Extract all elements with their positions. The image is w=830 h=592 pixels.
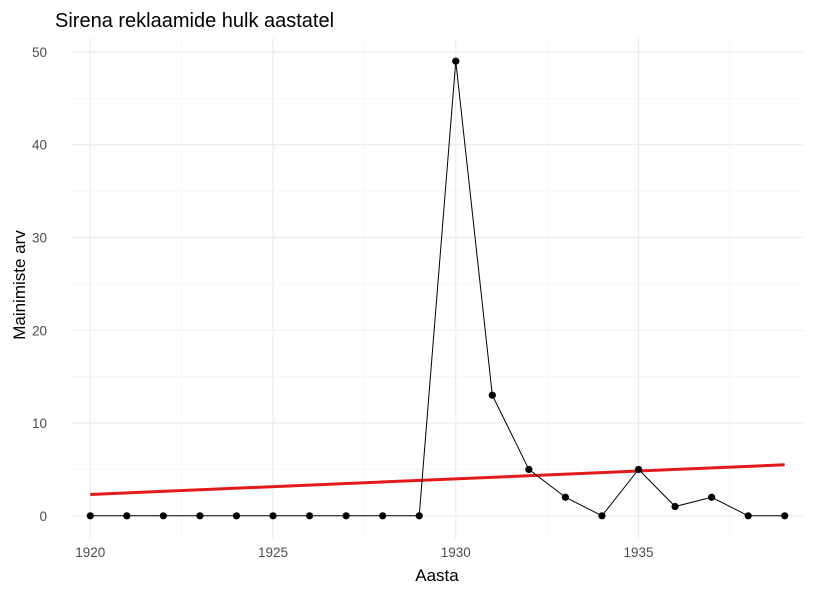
data-point <box>342 512 350 520</box>
y-axis-title: Mainimiste arv <box>10 230 29 340</box>
y-tick-label: 10 <box>32 416 47 431</box>
data-point <box>196 512 204 520</box>
data-point <box>598 512 606 520</box>
data-point <box>159 512 167 520</box>
data-point <box>86 512 94 520</box>
data-point <box>305 512 314 520</box>
x-axis-title: Aasta <box>415 566 459 585</box>
series-line <box>90 61 785 517</box>
data-point <box>781 512 789 520</box>
data-point <box>708 493 716 501</box>
data-point <box>452 57 460 65</box>
x-tick-label: 1935 <box>624 545 654 560</box>
chart-title: Sirena reklaamide hulk aastatel <box>55 10 334 32</box>
x-tick-labels: 1920 1925 1930 1935 <box>75 545 653 560</box>
x-tick-label: 1925 <box>258 545 288 560</box>
data-point <box>671 502 679 511</box>
data-point <box>123 512 131 520</box>
y-tick-label: 50 <box>32 45 47 60</box>
data-point <box>525 465 533 474</box>
data-point <box>379 512 387 520</box>
y-tick-label: 0 <box>39 509 47 524</box>
y-tick-label: 20 <box>32 323 47 338</box>
trend-line-group <box>90 463 785 496</box>
y-tick-labels: 0 10 20 30 40 50 <box>32 45 47 524</box>
series-group <box>86 57 789 520</box>
data-point <box>744 512 752 520</box>
data-point <box>415 512 423 520</box>
trend-line <box>90 463 785 496</box>
y-tick-label: 30 <box>32 230 47 245</box>
data-point <box>488 391 496 399</box>
grid <box>72 38 803 539</box>
x-tick-label: 1930 <box>441 545 471 560</box>
x-tick-label: 1920 <box>75 545 105 560</box>
y-tick-label: 40 <box>32 138 47 153</box>
data-point <box>269 512 277 520</box>
data-point <box>232 512 241 520</box>
data-point <box>634 465 643 474</box>
data-point <box>561 493 570 501</box>
